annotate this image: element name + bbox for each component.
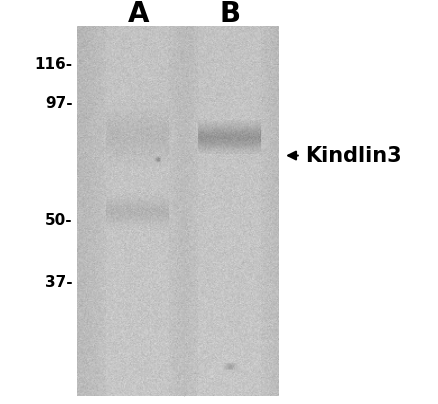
Text: 97-: 97- bbox=[45, 95, 72, 111]
Text: 116-: 116- bbox=[34, 57, 72, 72]
Text: B: B bbox=[219, 0, 240, 28]
Text: Kindlin3: Kindlin3 bbox=[304, 145, 401, 166]
Text: 37-: 37- bbox=[45, 275, 72, 290]
Text: 50-: 50- bbox=[45, 213, 72, 228]
Text: A: A bbox=[127, 0, 148, 28]
